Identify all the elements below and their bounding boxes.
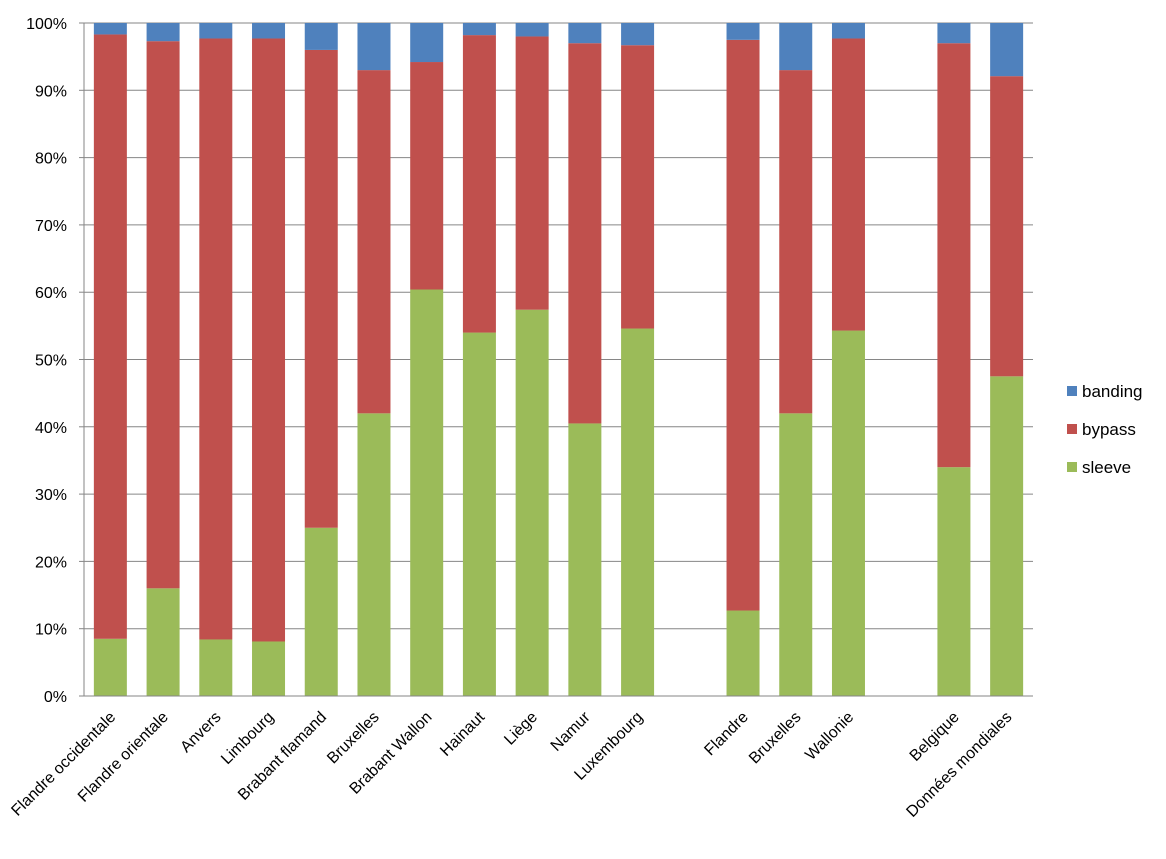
x-tick-label-liege: Liège (501, 709, 541, 749)
y-tick-label: 100% (26, 16, 67, 33)
bar-bypass-flandre-orientale (146, 41, 180, 589)
bar-bypass-namur (568, 43, 602, 424)
legend-label-bypass: bypass (1082, 420, 1136, 439)
bar-banding-wallonie (831, 23, 865, 39)
bar-banding-bruxelles (357, 23, 391, 71)
x-tick-label-brabant-flamand: Brabant flamand (235, 709, 330, 804)
legend-label-sleeve: sleeve (1082, 458, 1131, 477)
bar-bypass-limbourg (252, 38, 286, 642)
x-tick-label-flandre-occidentale: Flandre occidentale (8, 709, 119, 820)
x-tick-label-flandre-orientale: Flandre orientale (75, 709, 172, 806)
bar-bypass-donnees-mondiales (990, 76, 1024, 377)
bar-bypass-flandre (726, 39, 760, 611)
y-tick-label: 10% (35, 622, 67, 639)
x-tick-label-belgique: Belgique (907, 709, 963, 765)
x-tick-label-hainaut: Hainaut (437, 708, 488, 759)
y-tick-labels: 0% 10% 20% 30% 40% 50% 60% 70% 80% 90% 100% (26, 16, 67, 706)
legend-swatch-banding (1067, 386, 1077, 396)
x-tick-label-flandre: Flandre (701, 709, 751, 759)
y-tick-label: 50% (35, 353, 67, 370)
axes (79, 22, 1033, 697)
bar-banding-bruxelles (779, 23, 813, 71)
y-tick-label: 40% (35, 420, 67, 437)
bar-bypass-liege (515, 36, 549, 310)
bar-bypass-anvers (199, 38, 233, 640)
bar-bypass-bruxelles (357, 70, 391, 414)
y-tick-label: 20% (35, 554, 67, 571)
legend-swatch-bypass (1067, 424, 1077, 434)
bar-banding-luxembourg (621, 23, 655, 46)
bar-sleeve-namur (568, 423, 602, 696)
bar-banding-donnees-mondiales (990, 23, 1024, 77)
bar-bypass-flandre-occidentale (93, 34, 127, 639)
y-tick-label: 0% (44, 689, 67, 706)
bar-bypass-brabant-flamand (304, 49, 338, 528)
bar-sleeve-flandre (726, 610, 760, 696)
bar-bypass-bruxelles (779, 70, 813, 414)
bar-sleeve-flandre-orientale (146, 588, 180, 696)
x-tick-label-namur: Namur (548, 708, 594, 754)
x-tick-label-anvers: Anvers (177, 709, 224, 756)
y-tick-label: 80% (35, 151, 67, 168)
bar-banding-hainaut (462, 23, 496, 36)
legend-label-banding: banding (1082, 382, 1143, 401)
bar-sleeve-donnees-mondiales (990, 376, 1024, 696)
bar-sleeve-flandre-occidentale (93, 638, 127, 696)
gridlines (84, 22, 1033, 630)
bar-sleeve-wallonie (831, 330, 865, 696)
bar-sleeve-bruxelles (779, 413, 813, 696)
bar-sleeve-liege (515, 309, 549, 696)
bar-sleeve-belgique (937, 467, 971, 696)
bar-sleeve-brabant-flamand (304, 527, 338, 696)
bar-banding-belgique (937, 23, 971, 44)
bar-bypass-belgique (937, 43, 971, 468)
bar-sleeve-luxembourg (621, 328, 655, 696)
bar-sleeve-limbourg (252, 641, 286, 696)
bar-sleeve-brabant-wallon (410, 289, 444, 696)
legend-swatch-sleeve (1067, 462, 1077, 472)
y-tick-label: 60% (35, 285, 67, 302)
bar-banding-limbourg (252, 23, 286, 39)
bar-bypass-brabant-wallon (410, 62, 444, 290)
bars (93, 23, 1024, 696)
bar-banding-brabant-wallon (410, 23, 444, 63)
bar-sleeve-hainaut (462, 332, 496, 696)
y-tick-label: 70% (35, 218, 67, 235)
bar-banding-anvers (199, 23, 233, 39)
bar-sleeve-anvers (199, 639, 233, 696)
y-tick-label: 90% (35, 83, 67, 100)
bar-banding-liege (515, 23, 549, 37)
bar-banding-namur (568, 23, 602, 44)
bar-banding-brabant-flamand (304, 23, 338, 50)
x-tick-label-donnees-mondiales: Données mondiales (903, 709, 1015, 821)
bar-banding-flandre-orientale (146, 23, 180, 42)
bar-sleeve-bruxelles (357, 413, 391, 696)
x-tick-label-bruxelles: Bruxelles (746, 709, 805, 768)
legend: banding bypass sleeve (1067, 382, 1143, 477)
y-tick-label: 30% (35, 487, 67, 504)
bar-banding-flandre-occidentale (93, 23, 127, 35)
bar-bypass-hainaut (462, 35, 496, 333)
bar-banding-flandre (726, 23, 760, 40)
bar-bypass-luxembourg (621, 45, 655, 329)
bar-bypass-wallonie (831, 38, 865, 331)
x-tick-label-wallonie: Wallonie (802, 709, 857, 764)
